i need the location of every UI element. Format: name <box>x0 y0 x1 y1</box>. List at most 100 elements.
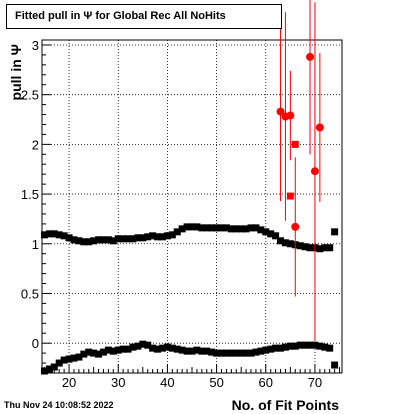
data-point <box>306 244 314 252</box>
data-point <box>203 224 211 232</box>
data-point <box>99 236 107 244</box>
data-point <box>158 233 166 241</box>
data-point <box>114 346 122 354</box>
data-point <box>291 140 299 148</box>
data-point <box>188 223 196 231</box>
data-point <box>291 342 299 350</box>
y-tick-label: 0.5 <box>21 286 39 301</box>
data-point <box>149 344 157 352</box>
data-point <box>173 345 181 353</box>
data-point <box>277 237 285 245</box>
data-point <box>331 361 339 369</box>
data-point <box>296 242 304 250</box>
axis-ticks: 20 30 40 50 60 70 0 0.5 1 1.5 2 2.5 3 <box>21 38 341 390</box>
x-tick-label: 40 <box>160 375 174 390</box>
data-point <box>158 344 166 352</box>
data-point <box>321 244 329 252</box>
data-point <box>203 347 211 355</box>
data-point <box>134 342 142 350</box>
data-point <box>252 348 260 356</box>
data-point <box>95 236 103 244</box>
data-point <box>227 349 235 357</box>
data-point <box>60 356 68 364</box>
x-axis-label: No. of Fit Points <box>232 397 340 413</box>
data-point <box>80 350 88 358</box>
data-point <box>144 341 152 349</box>
data-point <box>124 345 132 353</box>
data-point <box>134 234 142 242</box>
data-point <box>316 245 324 253</box>
y-tick-label: 2 <box>32 137 39 152</box>
data-point <box>99 348 107 356</box>
data-point <box>213 349 221 357</box>
data-point <box>85 238 93 246</box>
data-point <box>70 236 78 244</box>
data-point <box>178 225 186 233</box>
data-point <box>262 228 270 236</box>
data-marks <box>40 0 339 375</box>
data-point <box>237 225 245 233</box>
data-point <box>168 231 176 239</box>
data-point <box>104 346 112 354</box>
data-point <box>183 347 191 355</box>
data-point <box>252 224 260 232</box>
data-point <box>326 344 334 352</box>
plot-frame <box>41 39 343 374</box>
y-tick-label: 1 <box>32 237 39 252</box>
data-point <box>301 243 309 251</box>
y-tick-label: 1.5 <box>21 187 39 202</box>
data-point <box>45 365 53 373</box>
data-point <box>188 347 196 355</box>
data-point <box>85 348 93 356</box>
gridlines <box>42 40 342 373</box>
data-point <box>291 222 300 231</box>
data-point <box>104 236 112 244</box>
data-point <box>306 52 315 61</box>
data-point <box>247 349 255 357</box>
data-point <box>163 343 171 351</box>
x-tick-label: 70 <box>308 375 322 390</box>
data-point <box>281 239 289 247</box>
timestamp: Thu Nov 24 10:08:52 2022 <box>4 400 114 410</box>
data-point <box>154 233 162 241</box>
data-point <box>50 363 58 371</box>
data-point <box>222 349 230 357</box>
data-point <box>40 231 48 239</box>
data-point <box>178 346 186 354</box>
data-point <box>168 344 176 352</box>
data-point <box>321 343 329 351</box>
data-point <box>277 344 285 352</box>
data-point <box>60 232 68 240</box>
data-point <box>232 349 240 357</box>
data-point <box>55 359 63 367</box>
data-point <box>286 240 294 248</box>
data-point <box>247 224 255 232</box>
data-point <box>227 225 235 233</box>
data-point <box>198 347 206 355</box>
data-point <box>267 230 275 238</box>
data-point <box>55 231 63 239</box>
data-point <box>90 349 98 357</box>
data-point <box>154 345 162 353</box>
data-point <box>40 367 48 375</box>
data-point <box>183 223 191 231</box>
data-point <box>124 235 132 243</box>
x-tick-label: 50 <box>209 375 223 390</box>
data-point <box>65 355 73 363</box>
data-point <box>276 107 285 116</box>
data-point <box>272 344 280 352</box>
data-point <box>129 343 137 351</box>
data-point <box>315 123 324 132</box>
data-point <box>208 224 216 232</box>
data-point <box>281 343 289 351</box>
y-axis-label: pull in Ψ <box>8 44 24 100</box>
data-point <box>193 223 201 231</box>
data-point <box>306 341 314 349</box>
data-point <box>139 234 147 242</box>
data-point <box>70 354 78 362</box>
data-point <box>232 225 240 233</box>
data-point <box>95 350 103 358</box>
data-point <box>139 340 147 348</box>
data-point <box>267 345 275 353</box>
data-point <box>218 224 226 232</box>
